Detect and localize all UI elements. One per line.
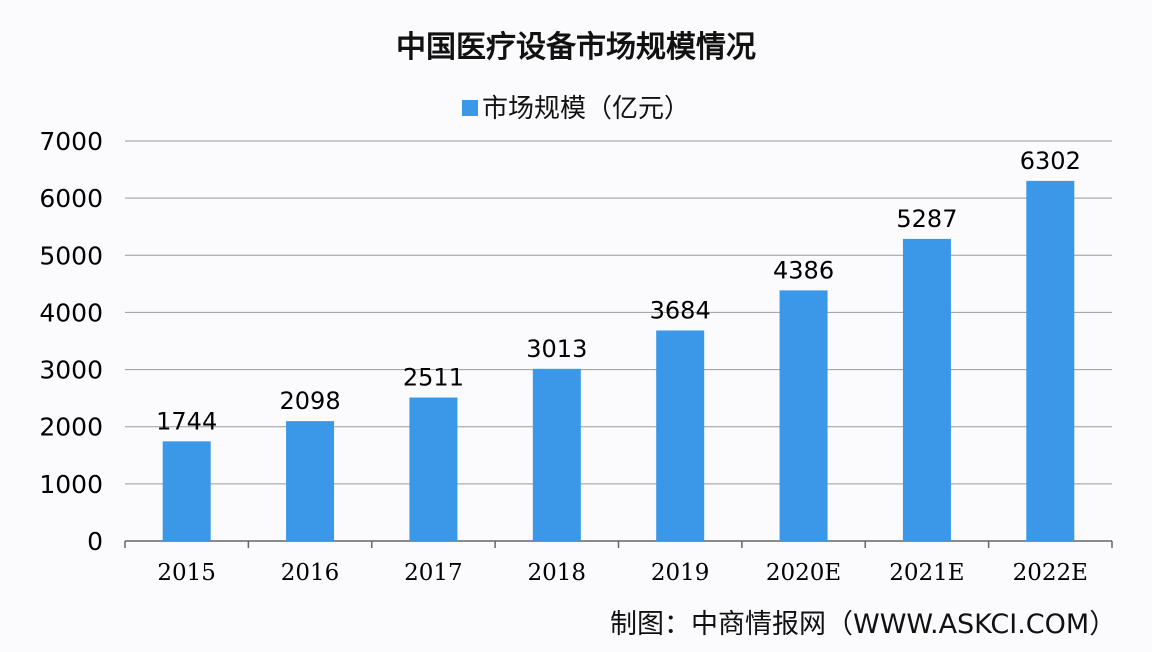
data-label: 5287 — [896, 205, 957, 233]
data-label: 4386 — [773, 256, 834, 284]
chart-title: 中国医疗设备市场规模情况 — [396, 30, 756, 65]
x-tick-label: 2021E — [889, 560, 964, 586]
y-tick-label: 5000 — [39, 241, 103, 270]
data-label: 1744 — [156, 407, 217, 435]
y-tick-label: 4000 — [39, 298, 103, 327]
x-tick-label: 2018 — [528, 560, 587, 586]
bar — [286, 421, 335, 541]
x-tick-label: 2016 — [281, 560, 340, 586]
x-tick-label: 2020E — [766, 560, 841, 586]
x-tick-label: 2017 — [404, 560, 463, 586]
bar — [1026, 180, 1075, 541]
legend-label: 市场规模（亿元） — [481, 94, 690, 124]
data-label: 2511 — [403, 364, 464, 392]
data-label: 2098 — [280, 387, 341, 415]
x-tick-label: 2015 — [157, 560, 216, 586]
y-tick-label: 7000 — [39, 127, 103, 156]
bar — [779, 290, 828, 541]
data-label: 6302 — [1020, 147, 1081, 175]
bar — [656, 330, 705, 541]
y-tick-label: 2000 — [39, 413, 103, 442]
y-tick-label: 1000 — [39, 470, 103, 499]
bar — [532, 368, 581, 541]
y-tick-label: 6000 — [39, 184, 103, 213]
x-tick-label: 2022E — [1013, 560, 1088, 586]
bar — [162, 441, 211, 541]
data-label: 3013 — [526, 335, 587, 363]
source-note: 制图：中商情报网（WWW.ASKCI.COM） — [610, 609, 1117, 640]
bar — [902, 238, 951, 541]
data-label: 3684 — [650, 296, 711, 324]
legend: 市场规模（亿元） — [0, 88, 1152, 125]
x-tick-label: 2019 — [651, 560, 710, 586]
bar — [409, 397, 458, 541]
y-tick-label: 3000 — [39, 356, 103, 385]
y-tick-label: 0 — [87, 527, 103, 556]
legend-swatch — [461, 100, 478, 116]
